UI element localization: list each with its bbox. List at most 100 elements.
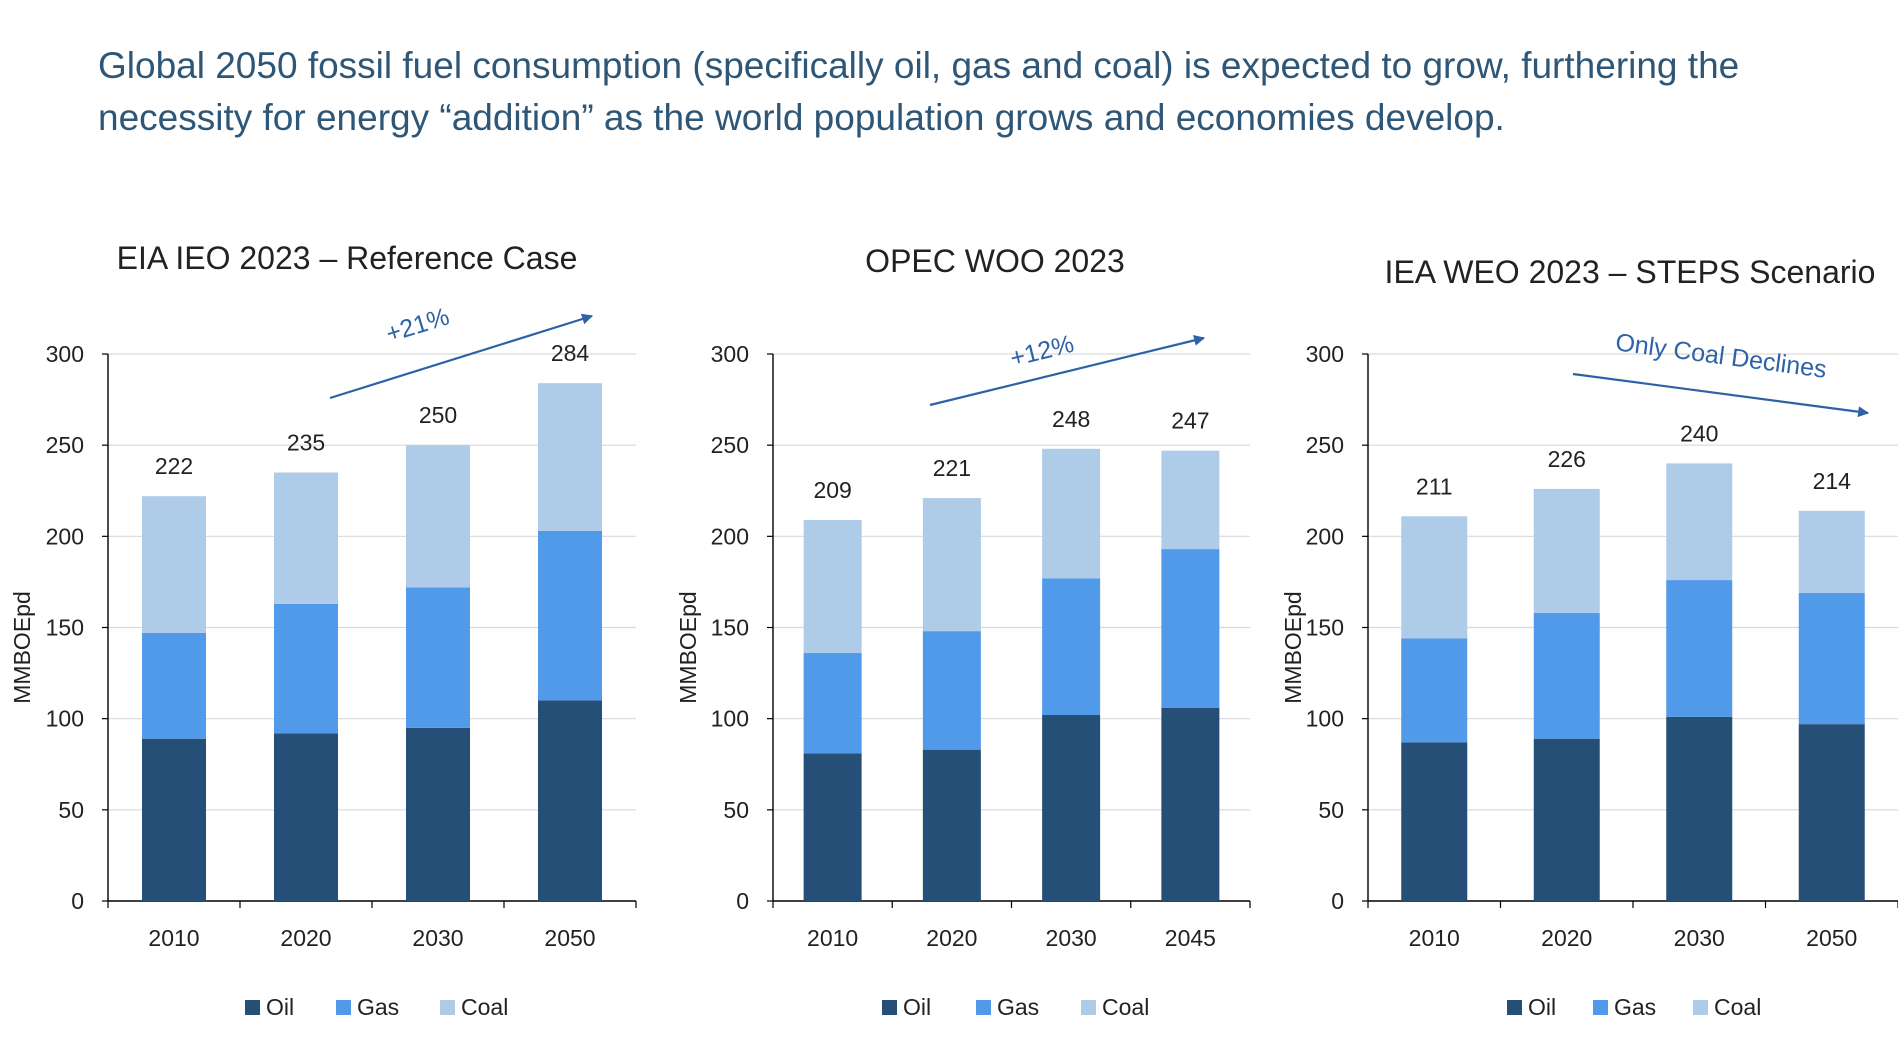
chart2-total-label-2020: 221 — [933, 455, 971, 481]
chart1-trend-annotation: +21% — [383, 303, 453, 349]
chart1-legend-swatch-oil — [245, 1000, 260, 1015]
chart2-y-tick-label: 50 — [723, 797, 749, 823]
chart3-y-tick-label: 0 — [1331, 888, 1344, 914]
chart3-total-label-2010: 211 — [1416, 473, 1453, 499]
chart1-bar-coal-2010 — [142, 496, 206, 633]
chart3-bar-oil-2020 — [1533, 738, 1600, 901]
chart3-y-tick-label: 50 — [1318, 797, 1344, 823]
chart1-bar-coal-2020 — [274, 472, 338, 604]
chart3-bar-coal-2020 — [1533, 488, 1600, 613]
chart1-y-tick-label: 0 — [71, 888, 84, 914]
chart2-bar-oil-2030 — [1042, 715, 1101, 901]
chart2-bar-gas-2030 — [1042, 578, 1101, 716]
chart2-y-tick-label: 200 — [711, 523, 749, 549]
chart3-legend-label-coal: Coal — [1714, 994, 1761, 1020]
chart1-trend-arrow — [329, 313, 594, 400]
chart3-bar-oil-2030 — [1666, 716, 1733, 901]
chart1-bar-gas-2050 — [538, 530, 602, 701]
chart2-bar-gas-2020 — [922, 631, 981, 750]
chart2-bar-coal-2045 — [1161, 450, 1220, 550]
chart1-total-label-2010: 222 — [155, 453, 193, 479]
chart1-y-axis-label: MMBOEpd — [9, 591, 35, 703]
chart3-x-tick-label-2020: 2020 — [1541, 925, 1592, 951]
chart1-legend-label-gas: Gas — [357, 994, 399, 1020]
chart1-legend-swatch-gas — [336, 1000, 351, 1015]
chart2-total-label-2010: 209 — [813, 477, 851, 503]
chart1-x-tick-label-2010: 2010 — [148, 925, 199, 951]
chart2-y-tick-label: 250 — [711, 432, 749, 458]
chart3-bar-coal-2050 — [1798, 510, 1865, 593]
chart1-bar-gas-2020 — [274, 603, 338, 734]
page-headline: Global 2050 fossil fuel consumption (spe… — [98, 45, 1740, 138]
chart1-y-tick-label: 150 — [46, 615, 84, 641]
chart1-y-tick-label: 50 — [58, 797, 84, 823]
chart1-y-tick-label: 200 — [46, 523, 84, 549]
chart1-bar-coal-2050 — [538, 383, 602, 531]
chart3-y-axis-label: MMBOEpd — [1280, 591, 1306, 703]
chart3-legend-label-gas: Gas — [1614, 994, 1656, 1020]
chart3-y-tick-label: 200 — [1306, 523, 1344, 549]
chart3-legend-label-oil: Oil — [1528, 994, 1556, 1020]
chart1-legend-label-coal: Coal — [461, 994, 508, 1020]
chart2-y-tick-label: 100 — [711, 706, 749, 732]
chart3-bar-gas-2020 — [1533, 612, 1600, 739]
chart3-legend-swatch-coal — [1693, 1000, 1708, 1015]
chart2-bar-oil-2045 — [1161, 707, 1220, 901]
chart2-bar-coal-2010 — [803, 519, 862, 654]
chart3-trend-annotation: Only Coal Declines — [1614, 328, 1828, 384]
chart2-legend-label-gas: Gas — [997, 994, 1039, 1020]
chart1-total-label-2030: 250 — [419, 402, 457, 428]
chart2-legend-swatch-coal — [1081, 1000, 1096, 1015]
chart1-x-tick-label-2030: 2030 — [412, 925, 463, 951]
chart1-bar-oil-2030 — [406, 727, 470, 901]
chart2-bar-oil-2020 — [922, 749, 981, 901]
chart3-total-label-2020: 226 — [1548, 446, 1586, 472]
chart1-x-tick-label-2020: 2020 — [280, 925, 331, 951]
chart2-y-axis-label: MMBOEpd — [675, 591, 701, 703]
chart3-y-tick-label: 150 — [1306, 615, 1344, 641]
chart1-bar-gas-2030 — [406, 587, 470, 728]
chart2-legend-label-coal: Coal — [1102, 994, 1149, 1020]
chart3-bar-gas-2030 — [1666, 580, 1733, 717]
chart2-title: OPEC WOO 2023 — [865, 243, 1125, 279]
chart1-bar-coal-2030 — [406, 445, 470, 588]
chart2-bar-coal-2030 — [1042, 448, 1101, 579]
chart2-legend-label-oil: Oil — [903, 994, 931, 1020]
chart2-trend-arrow — [929, 335, 1206, 407]
chart1-bar-oil-2050 — [538, 700, 602, 901]
chart1-y-tick-label: 300 — [46, 341, 84, 367]
chart2-legend-swatch-gas — [976, 1000, 991, 1015]
chart3-legend-swatch-oil — [1507, 1000, 1522, 1015]
chart3-bar-coal-2010 — [1401, 516, 1468, 639]
chart3-title: IEA WEO 2023 – STEPS Scenario — [1385, 254, 1876, 290]
chart3-bar-coal-2030 — [1666, 463, 1733, 581]
chart3-bar-oil-2010 — [1401, 742, 1468, 901]
chart2-y-tick-label: 300 — [711, 341, 749, 367]
chart1-legend-swatch-coal — [440, 1000, 455, 1015]
chart3-bar-gas-2050 — [1798, 592, 1865, 725]
chart3-x-tick-label-2030: 2030 — [1674, 925, 1725, 951]
chart3-total-label-2050: 214 — [1813, 468, 1852, 494]
chart3-x-tick-label-2010: 2010 — [1409, 925, 1460, 951]
chart3-y-tick-label: 300 — [1306, 341, 1344, 367]
chart1-bar-oil-2020 — [274, 733, 338, 901]
chart1-y-tick-label: 250 — [46, 432, 84, 458]
chart3-x-tick-label-2050: 2050 — [1806, 925, 1857, 951]
chart2-y-tick-label: 150 — [711, 615, 749, 641]
chart1-total-label-2050: 284 — [551, 340, 590, 366]
chart3-total-label-2030: 240 — [1680, 420, 1718, 446]
chart2-y-tick-label: 0 — [736, 888, 749, 914]
chart1-bar-gas-2010 — [142, 632, 206, 739]
chart2-bar-coal-2020 — [922, 498, 981, 632]
chart2-bar-oil-2010 — [803, 753, 862, 901]
chart3-y-tick-label: 250 — [1306, 432, 1344, 458]
chart1-title: EIA IEO 2023 – Reference Case — [117, 240, 578, 276]
chart1-total-label-2020: 235 — [287, 430, 325, 456]
chart3-legend-swatch-gas — [1593, 1000, 1608, 1015]
chart3-y-tick-label: 100 — [1306, 706, 1344, 732]
chart3-trend-arrow — [1572, 372, 1870, 418]
chart2-legend-swatch-oil — [882, 1000, 897, 1015]
chart2-total-label-2045: 247 — [1171, 408, 1209, 434]
chart2-x-tick-label-2010: 2010 — [807, 925, 858, 951]
